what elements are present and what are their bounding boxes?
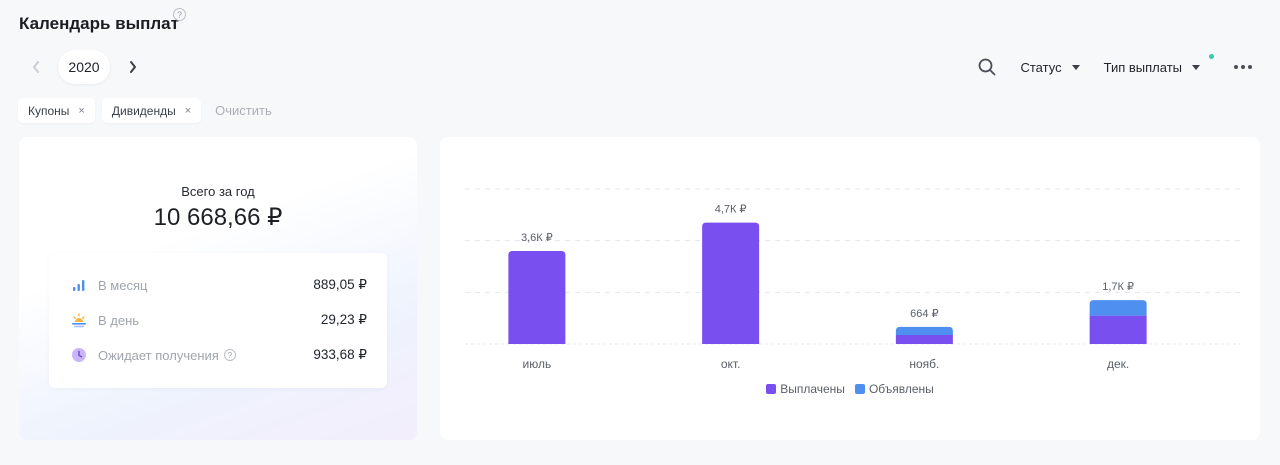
- chevron-right-icon[interactable]: [125, 59, 141, 75]
- chart-x-tick-label: дек.: [1107, 357, 1129, 371]
- chart-x-tick-label: нояб.: [909, 357, 939, 371]
- chart-data-label: 4,7К ₽: [715, 204, 747, 216]
- caret-down-icon: [1071, 64, 1080, 70]
- stat-row-day: В день 29,23 ₽: [49, 310, 387, 330]
- filter-active-badge: [1209, 53, 1214, 59]
- filter-chip-coupons[interactable]: Купоны ×: [18, 98, 95, 123]
- stats-panel: В месяц 889,05 ₽ В день 29,23 ₽ Ожидает …: [49, 253, 387, 388]
- chart-data-label: 1,7К ₽: [1102, 281, 1134, 293]
- legend-label: Выплачены: [780, 382, 845, 396]
- year-navigator: 2020: [28, 50, 141, 84]
- page-title: Календарь выплат: [19, 14, 179, 33]
- status-dropdown-label: Статус: [1020, 59, 1062, 75]
- stat-value: 933,68 ₽: [313, 347, 367, 362]
- chart-bar-announced: [1089, 300, 1147, 316]
- legend-item-announced[interactable]: Объявлены: [854, 382, 934, 396]
- caret-down-icon: [1192, 64, 1200, 70]
- stat-label: В день: [98, 312, 140, 328]
- legend-swatch: [766, 384, 777, 394]
- payout-type-dropdown-label: Тип выплаты: [1103, 59, 1182, 75]
- close-icon[interactable]: ×: [78, 104, 85, 117]
- chart-bar-paid: [508, 251, 566, 344]
- stat-value: 29,23 ₽: [320, 312, 367, 327]
- toolbar: Статус Тип выплаты: [978, 53, 1252, 78]
- stat-label: Ожидает получения ?: [98, 348, 236, 363]
- chart-bar-paid: [895, 334, 953, 344]
- summary-card: Всего за год 10 668,66 ₽ В месяц 889,05 …: [19, 137, 417, 440]
- filter-chip-dividends[interactable]: Дивиденды ×: [101, 98, 202, 123]
- status-dropdown[interactable]: Статус: [1020, 59, 1080, 75]
- legend-swatch: [854, 384, 865, 394]
- bar-chart-icon: [73, 280, 85, 291]
- legend-label: Объявлены: [868, 382, 934, 396]
- legend-item-paid[interactable]: Выплачены: [766, 382, 845, 396]
- close-icon[interactable]: ×: [184, 104, 192, 117]
- chip-label: Дивиденды: [111, 103, 176, 118]
- chart-x-tick-label: июль: [523, 357, 552, 371]
- total-label: Всего за год: [181, 184, 255, 199]
- chip-label: Купоны: [28, 103, 70, 118]
- search-icon[interactable]: [978, 58, 996, 76]
- year-selector[interactable]: 2020: [58, 50, 110, 84]
- chart-bar-announced: [895, 326, 953, 335]
- payout-type-dropdown[interactable]: Тип выплаты: [1103, 53, 1214, 75]
- chart-data-label: 3,6К ₽: [521, 232, 553, 244]
- clear-filters-button[interactable]: Очистить: [215, 103, 272, 118]
- filter-chips: Купоны × Дивиденды × Очистить: [18, 98, 272, 123]
- chart-legend: Выплачены Объявлены: [440, 382, 1260, 396]
- more-horizontal-icon[interactable]: [1234, 65, 1252, 69]
- clock-icon: [72, 348, 86, 362]
- chart-data-label: 664 ₽: [910, 308, 938, 320]
- question-circle-icon[interactable]: ?: [223, 349, 236, 361]
- chevron-left-icon[interactable]: [28, 59, 44, 75]
- stat-value: 889,05 ₽: [313, 277, 367, 292]
- stat-row-month: В месяц 889,05 ₽: [49, 275, 387, 295]
- chart-bar-paid: [1089, 315, 1147, 344]
- chart-bar-paid: [702, 222, 760, 344]
- total-value: 10 668,66 ₽: [153, 204, 283, 231]
- sunrise-icon: [72, 313, 86, 328]
- chart-x-tick-label: окт.: [721, 357, 741, 371]
- stat-label-text: Ожидает получения: [98, 347, 219, 363]
- question-circle-icon[interactable]: ?: [173, 8, 186, 21]
- stat-row-pending: Ожидает получения ? 933,68 ₽: [49, 345, 387, 365]
- stat-label: В месяц: [98, 277, 148, 293]
- payout-chart: 3,6К ₽ июль 4,7К ₽ окт. 664 ₽ нояб. 1,7К ₽ дек.…: [440, 137, 1260, 440]
- chart-plot: 3,6К ₽ июль 4,7К ₽ окт. 664 ₽ нояб. 1,7К ₽ дек.: [465, 188, 1240, 371]
